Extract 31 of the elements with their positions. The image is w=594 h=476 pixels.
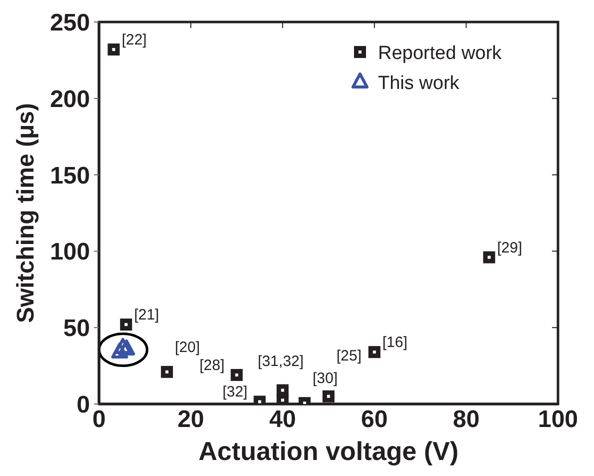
- annotation: [16]: [382, 334, 408, 352]
- point: [160, 366, 173, 378]
- legend-label: This work: [378, 73, 460, 94]
- annotation: [32]: [222, 384, 248, 401]
- y-tick-label: 250: [50, 10, 90, 37]
- x-tick-label: 20: [177, 406, 204, 434]
- legend-label: Reported work: [378, 43, 502, 64]
- y-tick-label: 50: [63, 315, 90, 342]
- point: [120, 318, 132, 331]
- annotation: [22]: [122, 32, 147, 49]
- point: [322, 390, 334, 402]
- annotation: [30]: [312, 370, 338, 388]
- point: [230, 368, 243, 381]
- y-tick-label: 100: [50, 238, 90, 266]
- annotation: [31,32]: [258, 353, 304, 370]
- y-tick-label: 200: [50, 86, 90, 113]
- point: [483, 251, 496, 264]
- annotation: [21]: [134, 306, 160, 324]
- point: [368, 346, 380, 358]
- y-axis-title: Switching time (μs): [12, 102, 40, 324]
- annotation: [25]: [336, 347, 362, 364]
- x-tick-label: 60: [361, 406, 388, 434]
- annotation: [20]: [174, 338, 200, 356]
- y-tick-label: 150: [50, 162, 90, 190]
- point: [108, 44, 120, 56]
- annotation: [29]: [497, 239, 522, 256]
- x-tick-label: 40: [269, 406, 296, 434]
- x-axis-title: Actuation voltage (V): [198, 436, 459, 466]
- annotation: [28]: [200, 356, 225, 374]
- x-tick-label: 100: [538, 406, 578, 434]
- x-tick-label: 80: [452, 406, 480, 434]
